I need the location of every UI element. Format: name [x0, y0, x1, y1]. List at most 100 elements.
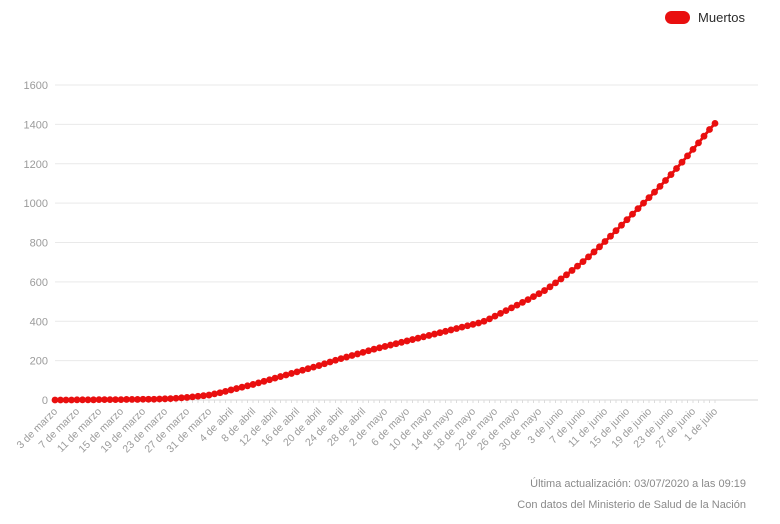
data-point — [211, 390, 218, 398]
data-point — [667, 171, 675, 178]
legend[interactable]: Muertos — [665, 10, 745, 25]
data-point — [700, 132, 708, 140]
data-point — [651, 188, 658, 196]
data-point — [128, 396, 136, 403]
data-point — [689, 145, 697, 153]
data-point — [662, 177, 669, 184]
data-point — [255, 379, 262, 387]
data-point — [491, 312, 499, 320]
data-point — [326, 358, 334, 366]
data-point — [557, 275, 565, 283]
data-point — [711, 119, 719, 127]
data-point — [524, 296, 532, 303]
data-point — [365, 347, 372, 355]
data-point — [656, 182, 664, 190]
data-point — [381, 343, 389, 350]
data-point — [447, 326, 455, 334]
data-point — [332, 356, 339, 364]
data-point — [420, 333, 427, 341]
data-point — [227, 386, 235, 394]
data-point — [579, 258, 587, 265]
data-point — [304, 365, 312, 373]
data-point — [288, 370, 295, 377]
data-source-text: Con datos del Ministerio de Salud de la … — [517, 499, 746, 511]
data-point — [183, 394, 191, 401]
data-point — [629, 210, 636, 218]
data-point — [502, 307, 510, 315]
data-point — [519, 298, 526, 306]
data-point — [260, 377, 268, 385]
data-point — [95, 396, 103, 404]
data-point — [359, 348, 367, 356]
data-point — [623, 216, 631, 224]
data-point — [684, 152, 691, 160]
data-point — [480, 317, 488, 325]
data-point — [601, 238, 609, 245]
data-point — [607, 232, 614, 240]
legend-label: Muertos — [698, 10, 745, 25]
data-point — [51, 396, 59, 404]
data-point — [640, 199, 647, 207]
y-tick-label: 200 — [30, 356, 48, 368]
data-point — [370, 345, 378, 353]
data-point — [84, 396, 92, 404]
data-point — [293, 368, 301, 376]
data-point — [244, 382, 251, 390]
data-point — [546, 283, 554, 291]
data-point — [315, 362, 323, 369]
data-point — [392, 340, 400, 348]
data-point — [634, 205, 642, 213]
data-point — [409, 336, 416, 343]
data-point — [271, 374, 279, 382]
data-point — [348, 352, 356, 359]
data-point — [695, 139, 702, 147]
data-point — [513, 301, 521, 309]
data-point — [277, 373, 284, 380]
y-tick-label: 600 — [30, 277, 48, 289]
y-tick-label: 0 — [42, 395, 48, 407]
data-point — [117, 396, 125, 404]
data-point — [139, 395, 147, 403]
y-tick-label: 1000 — [24, 198, 48, 210]
data-point — [266, 376, 273, 384]
data-point — [568, 267, 576, 274]
data-point — [178, 394, 185, 402]
y-tick-label: 1600 — [24, 80, 48, 92]
data-point — [321, 360, 328, 368]
data-point — [436, 329, 444, 337]
data-point — [62, 396, 70, 404]
data-point — [216, 389, 224, 397]
data-point — [612, 227, 620, 235]
data-point — [233, 385, 240, 392]
data-point — [343, 353, 350, 361]
legend-swatch-muertos — [665, 11, 691, 24]
data-point — [156, 395, 163, 403]
chart-canvas: 0 200 400 600 800 1000 1200 1400 1600 3 de marzo7… — [14, 80, 758, 455]
data-series-line — [53, 121, 717, 402]
data-point — [535, 290, 543, 298]
data-point — [150, 395, 158, 403]
data-point — [112, 396, 119, 404]
data-point — [123, 396, 130, 403]
data-point — [299, 366, 306, 374]
data-point — [486, 315, 493, 323]
data-point — [222, 387, 229, 395]
y-tick-label: 1400 — [24, 119, 48, 131]
data-point — [57, 396, 64, 404]
data-point — [376, 344, 383, 352]
data-point — [249, 381, 257, 388]
data-point — [645, 194, 653, 202]
data-point — [189, 393, 196, 401]
data-point — [425, 332, 433, 339]
data-point — [398, 338, 405, 346]
data-point — [552, 279, 559, 287]
data-point — [596, 243, 603, 251]
gridlines — [55, 84, 758, 401]
data-point — [238, 383, 246, 391]
y-tick-label: 400 — [30, 316, 48, 328]
data-point — [101, 396, 108, 404]
data-point — [134, 396, 141, 403]
data-point — [414, 334, 422, 342]
data-point — [431, 330, 438, 338]
